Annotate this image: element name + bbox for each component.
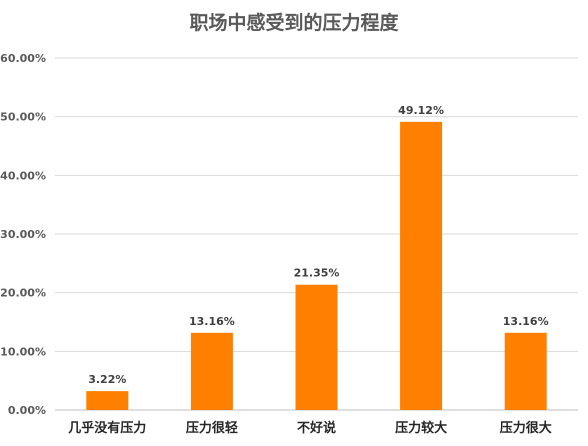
data-label: 3.22% [88, 373, 126, 386]
category-label: 压力很轻 [186, 420, 238, 436]
data-labels: 3.22% 13.16% 21.35% 49.12% 13.16% [88, 104, 548, 386]
bar [86, 391, 129, 410]
bars [86, 121, 547, 410]
category-label: 压力较大 [395, 420, 447, 436]
y-tick-label: 20.00% [0, 287, 46, 300]
data-label: 49.12% [398, 104, 444, 117]
bar [400, 121, 443, 410]
bar [504, 332, 547, 410]
category-label: 不好说 [297, 420, 336, 436]
data-label: 13.16% [189, 315, 235, 328]
x-axis-categories: 几乎没有压力 压力很轻 不好说 压力较大 压力很大 [68, 420, 551, 436]
y-tick-label: 10.00% [0, 345, 46, 358]
y-tick-label: 30.00% [0, 228, 46, 241]
category-label: 压力很大 [500, 420, 552, 436]
y-tick-label: 40.00% [0, 169, 46, 182]
y-tick-label: 0.00% [8, 404, 46, 417]
y-tick-label: 60.00% [0, 52, 46, 65]
data-label: 21.35% [294, 267, 340, 280]
y-axis-ticks: 0.00% 10.00% 20.00% 30.00% 40.00% 50.00% 60.00… [0, 52, 46, 417]
y-tick-label: 50.00% [0, 111, 46, 124]
bar [190, 332, 233, 410]
bar [295, 284, 338, 410]
category-label: 几乎没有压力 [68, 420, 146, 436]
chart-title: 职场中感受到的压力程度 [189, 11, 399, 34]
data-label: 13.16% [503, 315, 549, 328]
